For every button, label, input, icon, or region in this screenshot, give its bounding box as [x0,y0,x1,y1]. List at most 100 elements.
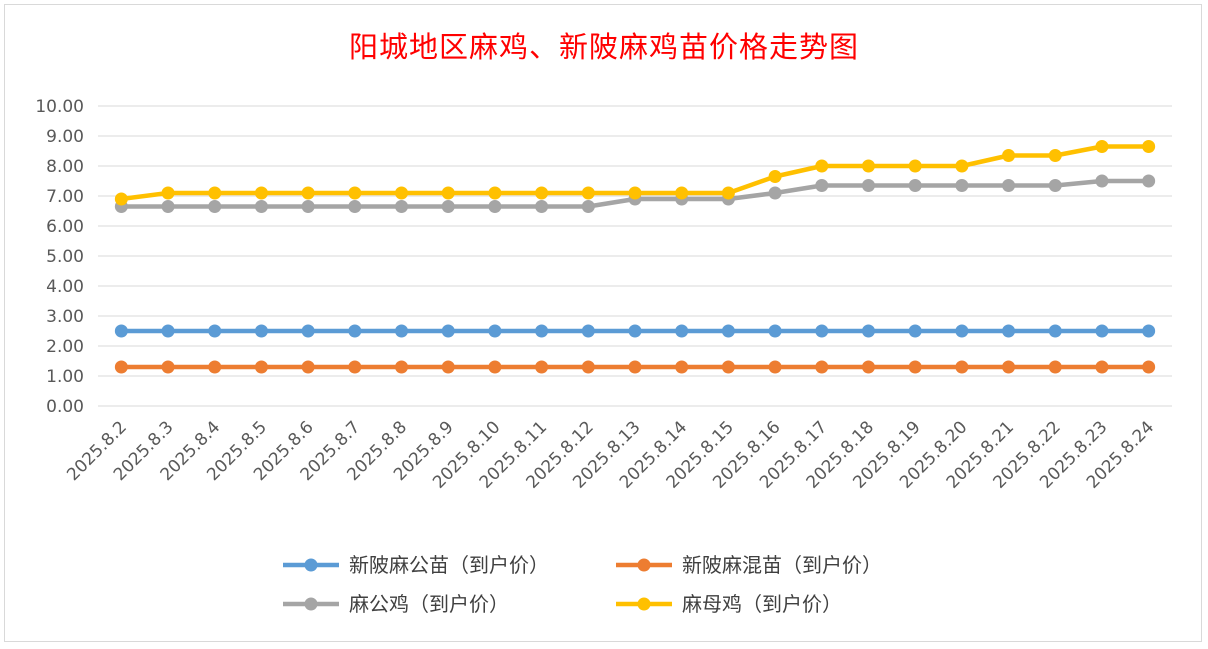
data-point [955,159,969,173]
data-point [1095,324,1109,338]
y-tick-label: 7.00 [46,187,84,207]
data-point [488,324,502,338]
legend-label: 麻母鸡（到户价） [682,592,842,616]
data-point [861,179,875,192]
y-tick-label: 2.00 [46,337,84,357]
gridlines [98,105,1172,407]
data-point [815,179,829,192]
data-point [114,192,128,206]
data-point [955,360,969,374]
data-point [1002,179,1016,192]
data-point [1142,140,1156,153]
data-point [395,360,409,374]
data-point [581,360,595,374]
data-point [208,324,222,338]
data-point [628,186,642,200]
data-point [1142,360,1156,374]
data-point [301,360,315,374]
data-point [348,200,362,213]
data-point [114,360,128,374]
series-4 [114,140,1156,206]
data-point [1048,179,1062,192]
data-point [161,186,175,200]
data-point [161,200,175,213]
data-point [301,200,315,213]
data-point [488,186,502,200]
data-point [768,170,782,183]
data-point [535,360,549,374]
data-point [908,159,922,173]
data-point [1095,360,1109,374]
data-point [254,186,268,200]
y-tick-label: 0.00 [46,397,84,417]
data-point [395,324,409,338]
y-axis-ticks: 0.00 1.00 2.00 3.00 4.00 5.00 6.00 7.00 8.00 9.00… [35,97,84,417]
data-point [861,360,875,374]
legend-label: 新陂麻公苗（到户价） [349,553,549,577]
x-axis-ticks: 2025.8.22025.8.32025.8.42025.8.52025.8.6… [63,417,1158,492]
data-point [395,186,409,200]
data-point [721,186,735,200]
data-point [488,200,502,213]
data-point [1048,324,1062,338]
data-point [768,186,782,200]
data-point [395,200,409,213]
series-2 [114,360,1156,374]
data-point [1048,360,1062,374]
y-tick-label: 4.00 [46,277,84,297]
data-point [254,200,268,213]
data-point [1002,324,1016,338]
legend: 新陂麻公苗（到户价） 新陂麻混苗（到户价） 麻公鸡（到户价） 麻母鸡（到户价） [283,553,882,616]
legend-entry: 新陂麻公苗（到户价） [283,553,549,577]
data-point [815,360,829,374]
y-tick-label: 9.00 [46,127,84,147]
data-point [955,179,969,192]
legend-entry: 麻公鸡（到户价） [283,592,509,616]
data-point [768,360,782,374]
data-point [908,324,922,338]
data-point [628,360,642,374]
data-point [768,324,782,338]
y-tick-label: 3.00 [46,307,84,327]
data-point [675,186,689,200]
data-point [721,360,735,374]
data-point [908,360,922,374]
legend-marker-swatch [637,558,651,572]
legend-entry: 新陂麻混苗（到户价） [616,553,882,577]
data-point [908,179,922,192]
data-point [535,324,549,338]
legend-marker-swatch [637,597,651,611]
legend-marker-swatch [304,558,318,572]
data-point [114,324,128,338]
data-point [675,360,689,374]
data-point [1095,174,1109,188]
data-point [1002,149,1016,162]
data-point [581,200,595,213]
data-point [441,186,455,200]
legend-label: 新陂麻混苗（到户价） [682,553,882,577]
data-point [348,360,362,374]
data-point [348,186,362,200]
y-tick-label: 10.00 [35,97,84,117]
data-point [1142,174,1156,188]
data-point [488,360,502,374]
data-point [208,186,222,200]
y-tick-label: 1.00 [46,367,84,387]
data-point [628,324,642,338]
y-tick-label: 5.00 [46,247,84,267]
data-point [861,159,875,173]
data-point [161,360,175,374]
data-point [161,324,175,338]
data-point [441,324,455,338]
chart-title: 阳城地区麻鸡、新陂麻鸡苗价格走势图 [348,30,859,64]
data-point [1048,149,1062,162]
data-point [581,324,595,338]
data-point [441,200,455,213]
legend-marker-swatch [304,597,318,611]
data-point [815,159,829,173]
data-point [1002,360,1016,374]
data-point [535,200,549,213]
data-point [815,324,829,338]
data-point [348,324,362,338]
